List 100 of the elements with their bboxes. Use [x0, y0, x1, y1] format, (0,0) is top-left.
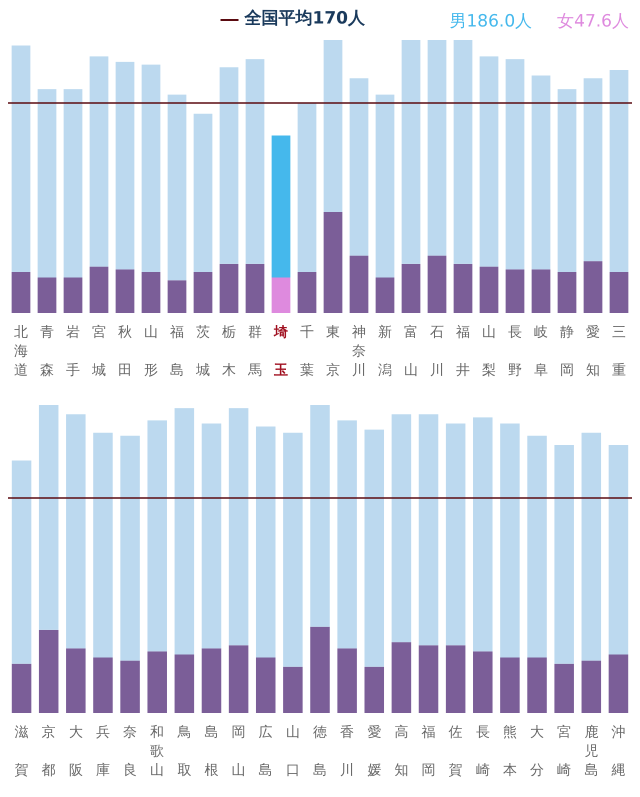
bar: [532, 269, 550, 313]
bar: [310, 626, 330, 713]
bar: [194, 114, 212, 272]
bar: [500, 423, 520, 658]
bar: [90, 56, 108, 267]
bar: [246, 59, 264, 264]
bar: [324, 212, 342, 313]
x-tick-label: 和歌山: [150, 724, 164, 778]
category-label: 三重: [612, 324, 626, 378]
bar: [12, 460, 32, 664]
bar: [428, 256, 446, 313]
bar: [506, 269, 524, 313]
category-label: 熊本: [502, 724, 517, 778]
bar: [310, 405, 330, 627]
bar: [202, 423, 222, 648]
bar: [120, 660, 140, 713]
bar: [337, 648, 357, 713]
x-tick-label: 鹿児島: [584, 724, 598, 778]
bar: [584, 78, 602, 262]
bar: [142, 272, 160, 313]
bar: [610, 272, 628, 313]
bar: [168, 94, 186, 280]
bar: [174, 408, 194, 654]
bar: [246, 264, 264, 313]
bar: [454, 40, 472, 264]
bar: [272, 278, 290, 313]
bar: [364, 666, 384, 713]
bar: [337, 420, 357, 648]
bar: [298, 102, 316, 272]
bar: [402, 264, 420, 313]
bar: [446, 423, 466, 646]
category-label: 山梨: [482, 324, 496, 378]
category-label: 福島: [170, 324, 184, 378]
bar: [64, 89, 82, 278]
bar: [116, 62, 134, 270]
bar: [93, 658, 113, 713]
category-label: 富山: [404, 324, 418, 378]
bar: [66, 414, 86, 648]
bar: [527, 436, 547, 658]
bar: [392, 642, 412, 713]
bar: [582, 660, 602, 713]
bar: [256, 658, 276, 713]
bar: [174, 654, 194, 713]
category-label: 栃木: [222, 324, 236, 378]
category-label: 愛知: [586, 324, 600, 378]
bar: [220, 67, 238, 264]
bar: [428, 40, 446, 256]
bar: [120, 436, 140, 661]
bar: [473, 417, 493, 652]
category-label: 秋田: [118, 324, 132, 378]
category-label: 鳥取: [177, 724, 192, 778]
bar: [93, 432, 113, 658]
bar: [392, 414, 412, 642]
bar: [454, 264, 472, 313]
x-tick-label: 北海道: [14, 324, 28, 378]
category-label: 千葉: [300, 324, 314, 378]
category-label: 福岡: [422, 724, 436, 778]
bar: [584, 261, 602, 313]
category-label: 岐阜: [534, 324, 548, 378]
bar: [527, 658, 547, 713]
category-label: 福井: [456, 324, 470, 378]
category-label: 山口: [286, 724, 300, 778]
bar: [324, 40, 342, 212]
category-label: 茨城: [196, 324, 210, 378]
bar: [554, 445, 574, 664]
bar: [480, 56, 498, 267]
category-label: 京都: [42, 724, 56, 778]
bar: [38, 278, 56, 313]
category-label: 徳島: [313, 724, 327, 778]
category-label: 奈良: [123, 724, 138, 778]
bar: [480, 266, 498, 313]
bar: [350, 78, 368, 256]
bar: [376, 278, 394, 313]
bar: [116, 269, 134, 313]
bar: [228, 645, 248, 713]
category-label: 宮崎: [557, 724, 572, 778]
bar: [12, 664, 32, 713]
bar: [350, 256, 368, 313]
category-label: 宮城: [92, 324, 106, 378]
bar: [64, 278, 82, 313]
bar: [582, 432, 602, 661]
bar: [554, 664, 574, 713]
category-label: 沖縄: [611, 724, 626, 778]
category-label: 高知: [394, 724, 408, 778]
bar: [558, 89, 576, 272]
category-label: 愛媛: [367, 724, 382, 778]
category-label: 山形: [144, 324, 158, 378]
bar: [610, 70, 628, 272]
category-label: 香川: [340, 724, 354, 778]
category-label: 大阪: [68, 724, 83, 778]
bar: [38, 89, 56, 278]
bar: [376, 94, 394, 278]
bar: [608, 445, 628, 654]
category-label: 長野: [508, 324, 522, 378]
bar: [194, 272, 212, 313]
legend-label: 全国平均170人: [244, 8, 366, 28]
category-label: 島根: [204, 724, 218, 778]
bar: [168, 280, 186, 313]
bar: [418, 645, 438, 713]
bar: [446, 645, 466, 713]
